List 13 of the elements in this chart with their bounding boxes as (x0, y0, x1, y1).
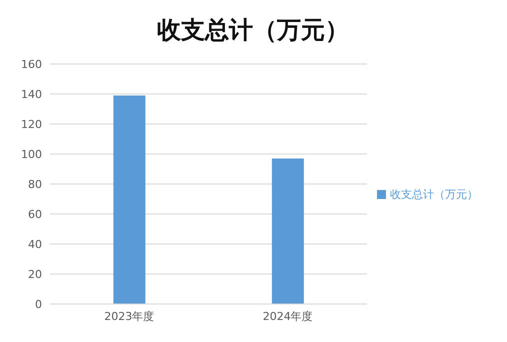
chart-title: 收支总计（万元） (156, 15, 350, 46)
x-tick-label: 2023年度 (104, 310, 154, 323)
x-tick-label: 2024年度 (262, 310, 313, 323)
y-tick-label: 40 (28, 238, 42, 251)
y-tick-label: 140 (21, 88, 42, 101)
y-tick-label: 120 (21, 118, 42, 131)
y-tick-label: 60 (28, 208, 42, 221)
y-tick-label: 20 (28, 268, 42, 281)
y-tick-label: 160 (21, 58, 42, 71)
y-tick-label: 100 (21, 148, 42, 161)
y-tick-label: 0 (35, 298, 42, 311)
legend-label: 收支总计（万元） (390, 188, 478, 200)
y-tick-label: 80 (28, 178, 42, 191)
